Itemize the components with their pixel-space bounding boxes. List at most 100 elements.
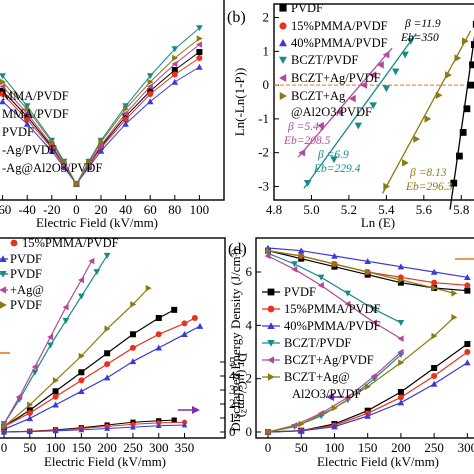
data-point: [382, 50, 390, 59]
data-point: [397, 348, 404, 356]
dr-point: [155, 422, 162, 429]
y2-tick-label: 1: [229, 410, 236, 425]
data-point: [146, 98, 154, 105]
data-point: [431, 332, 438, 340]
x-tick-label: 0: [1, 440, 8, 455]
data-point: [103, 252, 111, 259]
legend-entry: 15%PMMA/PVDF: [22, 236, 119, 250]
dr-point: [181, 422, 188, 428]
data-point: [47, 342, 54, 349]
data-point: [369, 71, 377, 79]
panel-label-d: (d): [228, 241, 247, 258]
y2-axis-label: Dr (μC/cm²): [235, 353, 250, 418]
data-point: [364, 268, 371, 276]
data-point: [430, 380, 438, 387]
legend-entry: MMA/PVDF: [2, 107, 69, 121]
legend-marker: [10, 239, 18, 247]
data-point: [464, 341, 471, 347]
beta-annotation: β =6.9: [317, 149, 349, 161]
fit-line: [297, 47, 393, 158]
x-tick-label: 150: [72, 440, 92, 455]
data-point: [171, 71, 178, 78]
data-point: [155, 331, 162, 338]
dr-point: [171, 417, 177, 423]
data-point: [265, 247, 272, 254]
legend-entry: BCZT/PVDF: [284, 336, 351, 350]
legend-entry: +Ag@: [10, 283, 44, 297]
x-tick-label: 50: [295, 440, 308, 455]
x-tick-label: 200: [391, 440, 411, 455]
data-point: [464, 282, 471, 289]
legend-entry: 15%PMMA/PVDF: [291, 19, 388, 33]
data-point: [60, 164, 68, 171]
data-point: [78, 276, 85, 284]
data-point: [47, 333, 54, 341]
x-tick-label: 250: [123, 440, 143, 455]
legend-entry: Al2O3/PVDF: [292, 387, 362, 401]
x-tick-label: 20: [95, 202, 108, 217]
data-point: [145, 284, 152, 292]
data-point: [344, 300, 351, 308]
x-tick-label: -40: [19, 202, 36, 217]
data-point: [78, 369, 85, 376]
data-point: [464, 349, 471, 355]
y2-tick-label: 0: [229, 424, 236, 439]
legend-entry: @Al2O3/PVDF: [291, 105, 372, 119]
data-point: [52, 401, 59, 408]
data-point: [26, 410, 33, 416]
data-point: [52, 377, 59, 384]
data-point: [264, 252, 271, 260]
x-tick-label: 350: [175, 440, 195, 455]
y-tick-label: 2: [246, 371, 253, 386]
data-point: [371, 306, 378, 313]
legend-marker: [267, 288, 275, 296]
legend-marker: [279, 74, 287, 82]
legend-entry: BCZT+Ag@: [284, 370, 350, 384]
data-point: [397, 319, 405, 326]
y2-tick-label: 2: [229, 396, 236, 411]
data-point: [354, 122, 363, 130]
dr-point: [104, 425, 111, 431]
x-tick-label: 50: [23, 440, 36, 455]
data-point: [298, 148, 306, 157]
data-point: [435, 91, 443, 99]
legend-entry: 40%PMMA/PVDF: [284, 319, 381, 333]
y2-tick-label: 3: [229, 382, 236, 397]
fit-line: [449, 35, 474, 210]
beta-annotation: β =8.13: [409, 167, 447, 179]
data-point: [24, 116, 31, 123]
data-point: [52, 388, 59, 395]
y-tick-label: 6: [246, 264, 253, 279]
data-point: [303, 180, 312, 187]
data-point: [331, 423, 338, 430]
data-point: [470, 41, 474, 48]
x-tick-label: 300: [149, 440, 169, 455]
data-point: [335, 108, 343, 116]
y-tick-label: 4: [246, 317, 253, 332]
legend-marker: [267, 305, 275, 313]
data-point: [398, 359, 405, 366]
data-point: [181, 330, 188, 337]
x-axis-label: Electric Field (kV/mm): [44, 454, 166, 469]
data-point: [397, 279, 404, 286]
data-point: [330, 156, 338, 164]
data-point: [122, 120, 129, 127]
data-point: [377, 61, 384, 69]
data-point: [382, 85, 391, 93]
legend-marker: [267, 373, 275, 381]
data-point: [171, 306, 178, 313]
x-tick-label: 300: [458, 440, 474, 455]
data-point: [26, 415, 34, 422]
data-point: [171, 78, 179, 85]
data-point: [397, 399, 405, 406]
data-point: [331, 404, 338, 412]
data-point: [406, 38, 415, 45]
series-line: [267, 255, 402, 340]
data-point: [97, 147, 105, 154]
data-point: [97, 141, 104, 149]
data-point: [451, 290, 458, 297]
data-point: [88, 257, 95, 265]
x-tick-label: 0: [73, 202, 80, 217]
data-point: [431, 373, 438, 379]
